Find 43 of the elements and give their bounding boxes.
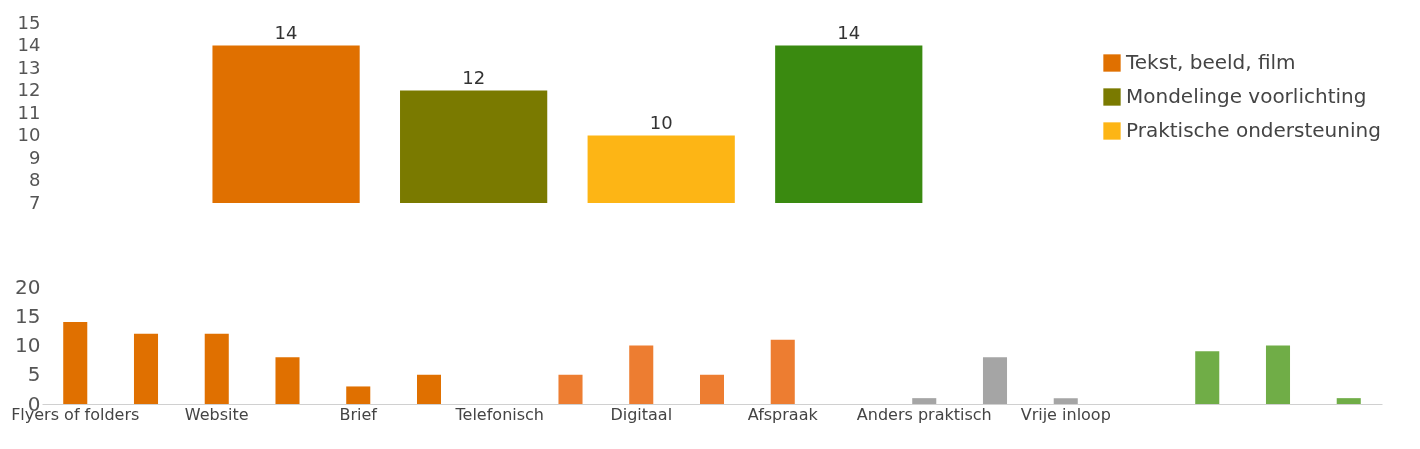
x-tick-label: Anders praktisch — [856, 404, 992, 424]
legend-label: Tekst, beeld, film — [1125, 50, 1296, 74]
y-tick-label: 8 — [29, 169, 41, 190]
y-tick-label: 10 — [15, 333, 41, 357]
data-label: 14 — [837, 21, 861, 43]
bar — [1336, 398, 1361, 404]
bar — [770, 339, 795, 404]
bar — [912, 398, 937, 404]
x-tick-label: Vrije inloop — [1020, 404, 1111, 424]
bar — [346, 386, 371, 404]
bar — [204, 333, 229, 404]
bar — [1053, 398, 1078, 404]
bar — [1195, 351, 1220, 404]
y-tick-label: 5 — [27, 362, 41, 387]
bar — [275, 357, 300, 404]
x-tick-label: Website — [184, 404, 249, 424]
bar — [1265, 345, 1291, 404]
bar — [558, 374, 583, 404]
bar — [416, 374, 442, 404]
x-tick-label: Telefonisch — [454, 404, 544, 424]
legend-label: Mondelinge voorlichting — [1126, 84, 1367, 108]
data-label: 10 — [649, 111, 673, 133]
y-tick-label: 15 — [17, 11, 41, 33]
legend-label: Praktische ondersteuning — [1126, 118, 1381, 142]
y-tick-label: 11 — [17, 101, 41, 123]
bar — [63, 322, 88, 404]
x-tick-label: Brief — [339, 404, 378, 424]
bar — [982, 357, 1008, 404]
bar — [133, 333, 159, 404]
bar — [629, 345, 654, 404]
bar — [699, 374, 725, 404]
x-tick-label: Afspraak — [747, 404, 819, 424]
y-tick-label: 9 — [29, 146, 41, 168]
data-label: 14 — [274, 21, 298, 43]
y-tick-label: 10 — [17, 124, 41, 145]
y-tick-label: 14 — [17, 34, 41, 55]
y-tick-label: 12 — [17, 79, 41, 100]
data-label: 12 — [462, 66, 486, 88]
y-tick-label: 13 — [17, 56, 41, 78]
y-tick-label: 20 — [15, 274, 41, 299]
x-tick-label: Digitaal — [610, 404, 673, 424]
y-tick-label: 15 — [15, 303, 41, 328]
y-tick-label: 7 — [29, 191, 41, 213]
